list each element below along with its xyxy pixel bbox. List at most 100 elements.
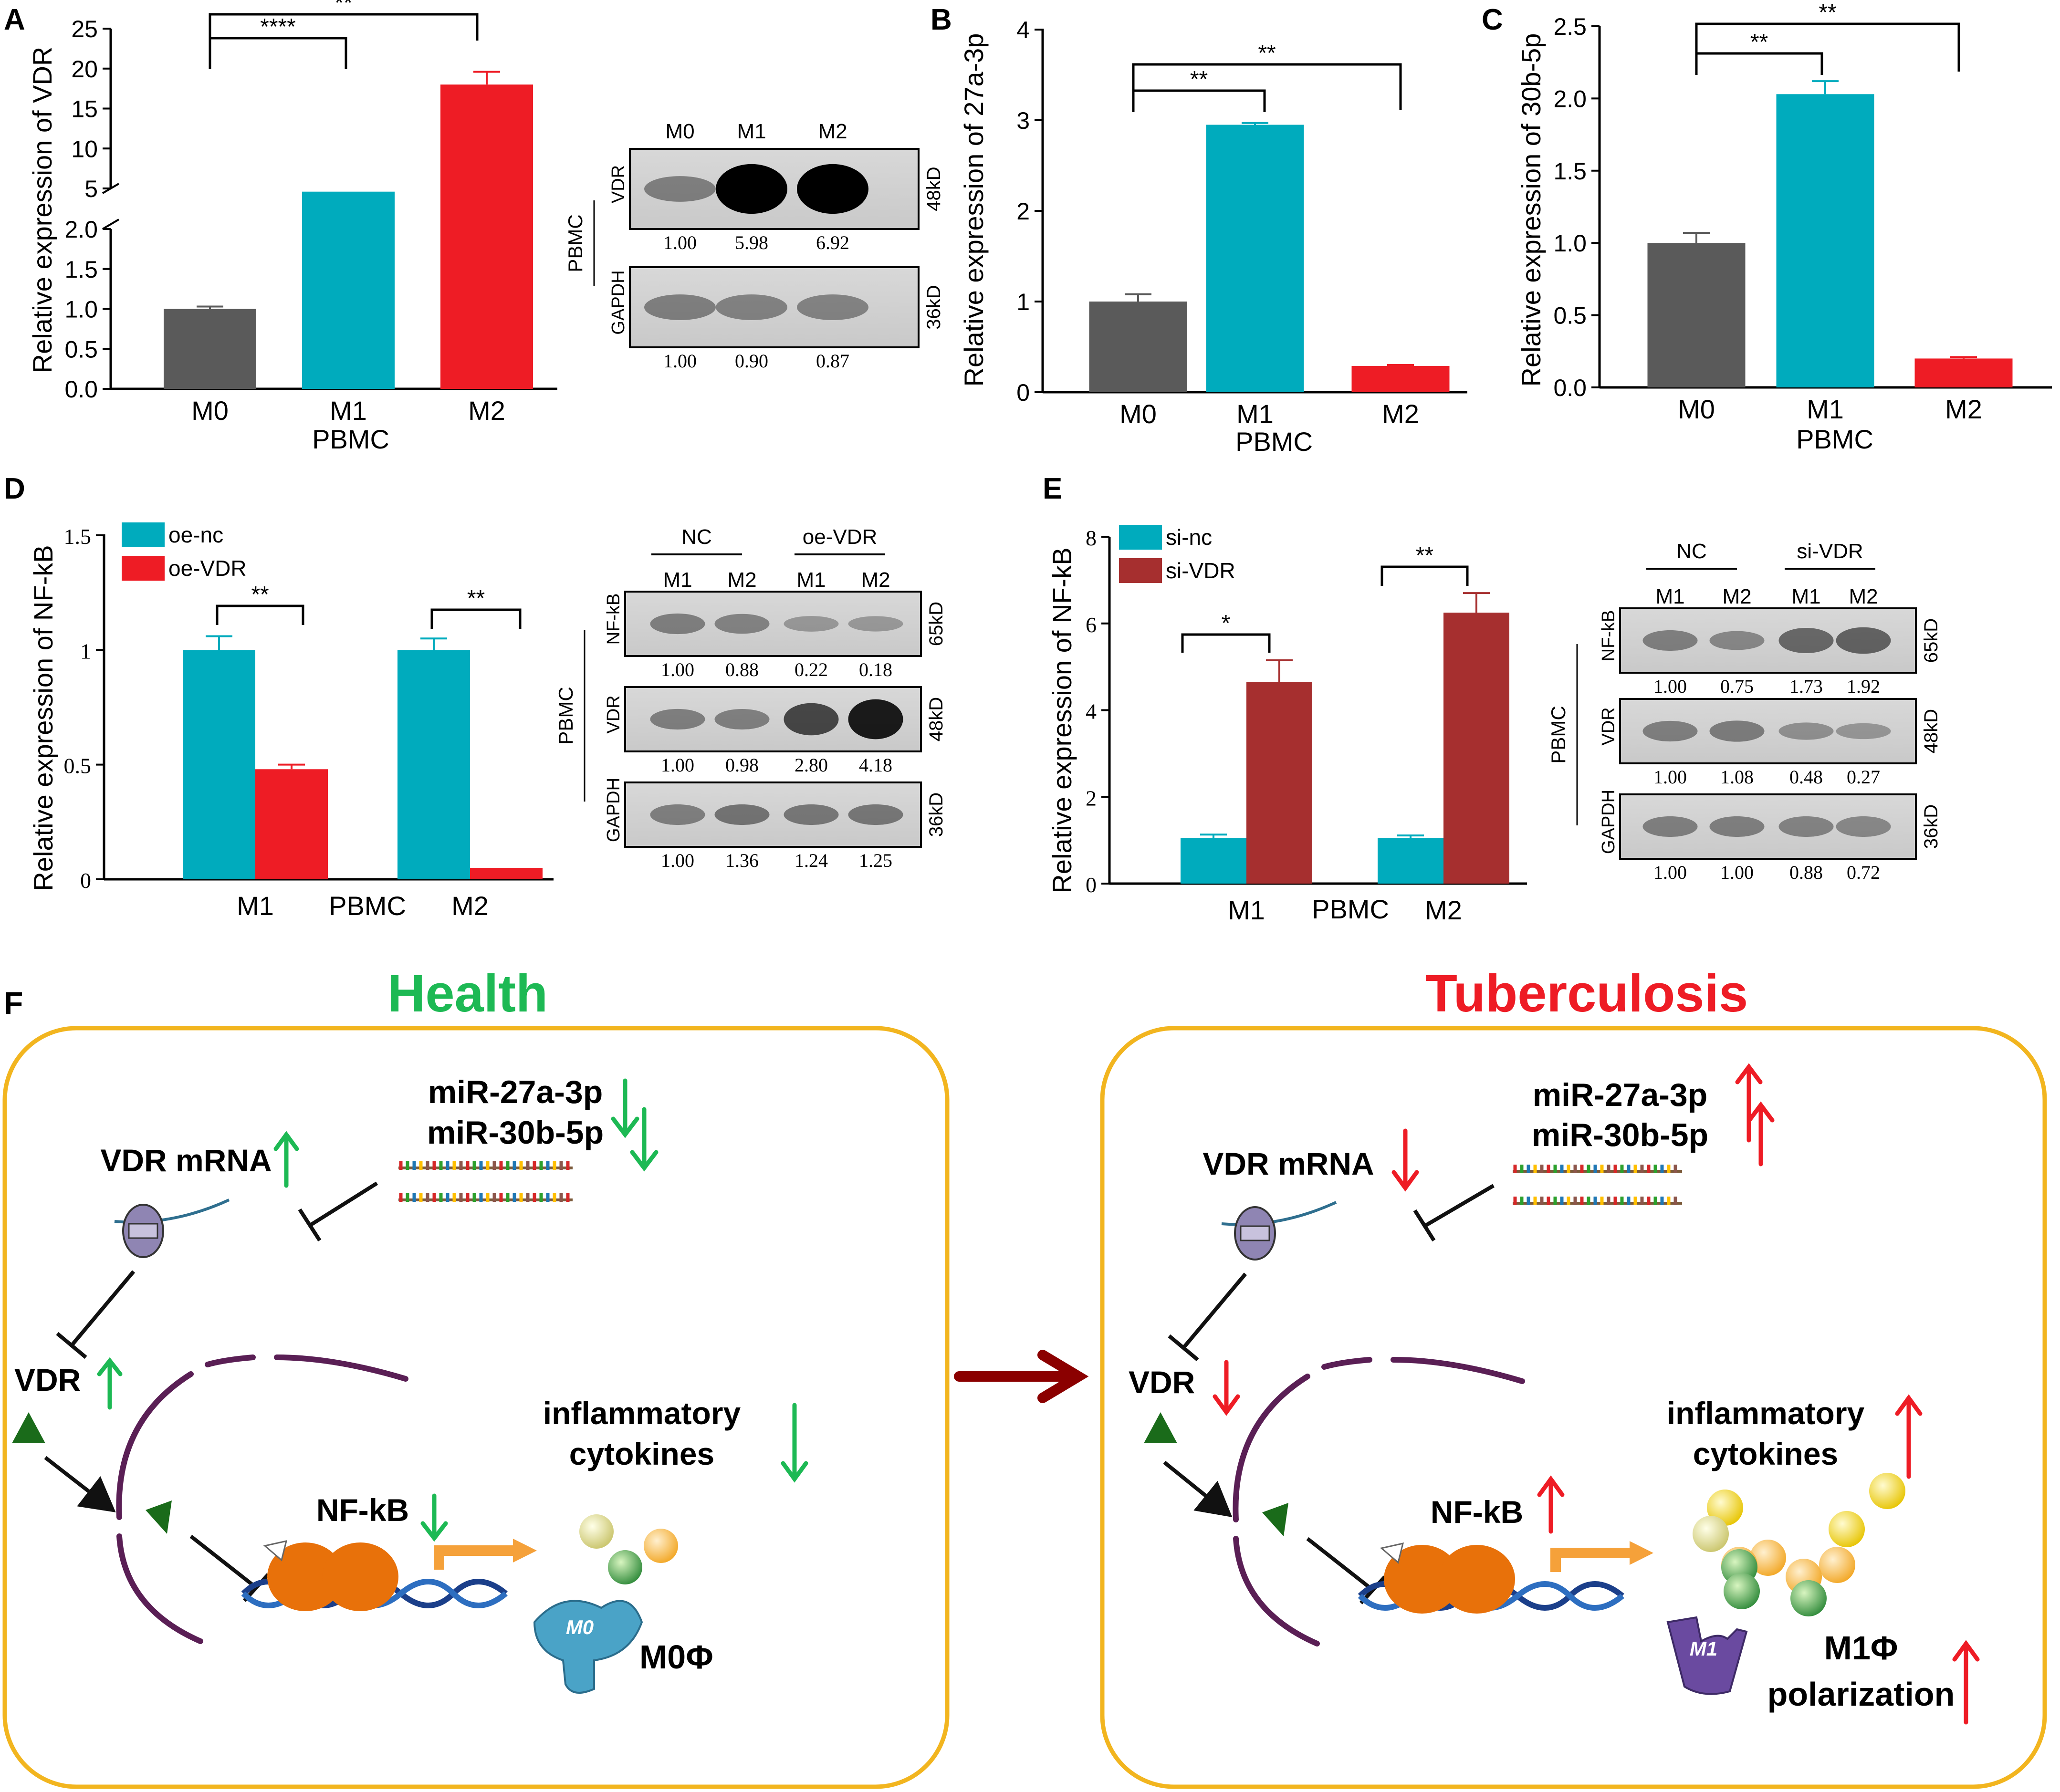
x-tick-label: M1: [237, 891, 274, 921]
bar-M2: [440, 84, 533, 389]
x-tick-label: M1: [1236, 399, 1274, 429]
significance: ** **: [216, 582, 522, 629]
blot-band: [650, 708, 705, 730]
blot-band: [716, 164, 787, 214]
significance: ** **: [1132, 41, 1402, 112]
bar-M1: [302, 191, 395, 389]
y-tick-label: 1.5: [64, 524, 92, 549]
tb-vdr-down-arrow: [1213, 1360, 1240, 1416]
blot-band: [848, 804, 903, 825]
blot-quant: 1.00: [663, 232, 697, 253]
blot-quant: 0.90: [735, 350, 768, 372]
blot-strip-VDR: [1619, 698, 1917, 764]
blot-kd-label: 36kD: [1921, 804, 1942, 849]
tb-mirna-inhibit: [1413, 1184, 1495, 1242]
blot-quant: 1.00: [1653, 766, 1687, 788]
blot-group-label: NC: [1676, 540, 1707, 563]
blot-quant: 5.98: [735, 232, 768, 253]
x-tick-label: M2: [451, 891, 489, 921]
x-tick-label: M0: [1119, 399, 1157, 429]
bar-si-nc-M1: [1181, 838, 1246, 884]
panel-f-schematic: F Health miR-27a-3p miR-30b-5p VDR mRNA …: [2, 964, 2047, 1789]
panel-label-b: B: [931, 3, 952, 36]
bars: [1181, 592, 1509, 884]
panel-c: C Relative expression of 30b-5p 0.0 0.5 1.…: [1482, 0, 2052, 454]
blot-protein-label: VDR: [1599, 707, 1619, 745]
health-mirna-strands: [398, 1161, 573, 1202]
y-tick-label: 6: [1086, 613, 1097, 637]
tb-vdr-triangle-2: [1262, 1503, 1288, 1536]
health-vdr: VDR: [14, 1362, 81, 1397]
blot-quant: 0.75: [1720, 676, 1754, 697]
legend-label-si-VDR: si-VDR: [1166, 558, 1235, 583]
bar-M2: [1351, 365, 1450, 392]
blot-quant: 1.00: [663, 350, 697, 372]
tb-polarization-up-arrow: [1952, 1640, 1980, 1725]
y-tick-label: 2.0: [64, 216, 98, 243]
blot-protein-label: GAPDH: [604, 778, 624, 842]
y-axis-label: Relative expression of NF-kB: [1047, 547, 1077, 893]
blot-quant: 1.00: [1653, 676, 1687, 697]
y-tick-label: 0.0: [64, 376, 98, 403]
blot-kd-label: 48kD: [923, 167, 944, 211]
y-tick-label: 20: [71, 56, 98, 83]
blot-protein-label: GAPDH: [608, 270, 628, 334]
bars: [164, 71, 533, 389]
blot-quant: 0.88: [725, 659, 759, 680]
blot-quant: 0.22: [795, 659, 828, 680]
blot-lane-label: M1: [1655, 585, 1684, 608]
y-tick-label: 2.5: [1553, 13, 1587, 40]
health-dna-complex: [241, 1539, 537, 1611]
panel-d: D Relative expression of NF-kB 00.511.5 …: [4, 472, 554, 921]
x-ticks: M0 M1 M2: [191, 396, 505, 426]
blot-band: [714, 709, 770, 729]
sig-0-label: **: [1750, 30, 1768, 55]
y-tick-label: 10: [71, 135, 98, 162]
blot-quant: 0.27: [1847, 766, 1880, 788]
blot-band: [848, 616, 903, 632]
health-to-tb-arrow: [954, 1350, 1089, 1403]
y-tick-label: 0.5: [64, 754, 92, 778]
y-tick-label: 8: [1086, 526, 1097, 550]
y-tick-label: 0: [1086, 873, 1097, 897]
blot-band: [797, 164, 868, 214]
blot-lane-label: M2: [818, 120, 847, 143]
sig-1-bracket: [430, 608, 522, 629]
blot-kd-label: 48kD: [926, 697, 947, 741]
y-tick-label: 4: [1086, 699, 1097, 724]
legend: si-nc si-VDR: [1119, 525, 1235, 583]
sig-0-label: **: [1190, 67, 1208, 92]
y-tick-label: 0.5: [1553, 302, 1587, 329]
blot-band: [1642, 816, 1698, 837]
health-nfkb-inhibit: [189, 1534, 270, 1602]
western-blot-e: NC si-VDR M1 M2 M1 M2 NF-kB 65kD 1.00 0.75 1.73 1.9…: [1547, 540, 1942, 883]
bar-oe-nc-M2: [397, 650, 470, 879]
panel-label-a: A: [4, 3, 25, 36]
x-axis-label: PBMC: [329, 891, 406, 921]
y-tick-label: 0: [80, 868, 91, 893]
blot-band: [797, 294, 868, 320]
blot-group-label: si-VDR: [1797, 540, 1863, 563]
health-title: Health: [387, 964, 548, 1023]
blot-lane-label: M1: [1791, 585, 1820, 608]
health-inflam-down-arrow: [781, 1403, 808, 1483]
blot-protein-label: NF-kB: [1599, 610, 1619, 662]
tb-inflam-1: inflammatory: [1667, 1396, 1865, 1431]
blot-quant: 6.92: [816, 232, 849, 253]
tb-mirna-strands: [1513, 1165, 1682, 1205]
axis-break: [102, 183, 120, 230]
y-tick-label: 0.0: [1553, 375, 1587, 401]
y-tick-label: 1: [1016, 289, 1030, 315]
sig-0-bracket: [1695, 52, 1823, 75]
blot-strip-GAPDH: [624, 781, 922, 848]
blot-lane-label: M0: [665, 120, 694, 143]
blot-band: [1642, 630, 1698, 651]
blot-band: [784, 804, 839, 825]
x-axis-label: PBMC: [1796, 424, 1873, 454]
blot-band: [1836, 816, 1891, 837]
blot-kd-label: 65kD: [926, 602, 947, 646]
blot-band: [1778, 816, 1834, 837]
panel-label-c: C: [1482, 3, 1503, 36]
